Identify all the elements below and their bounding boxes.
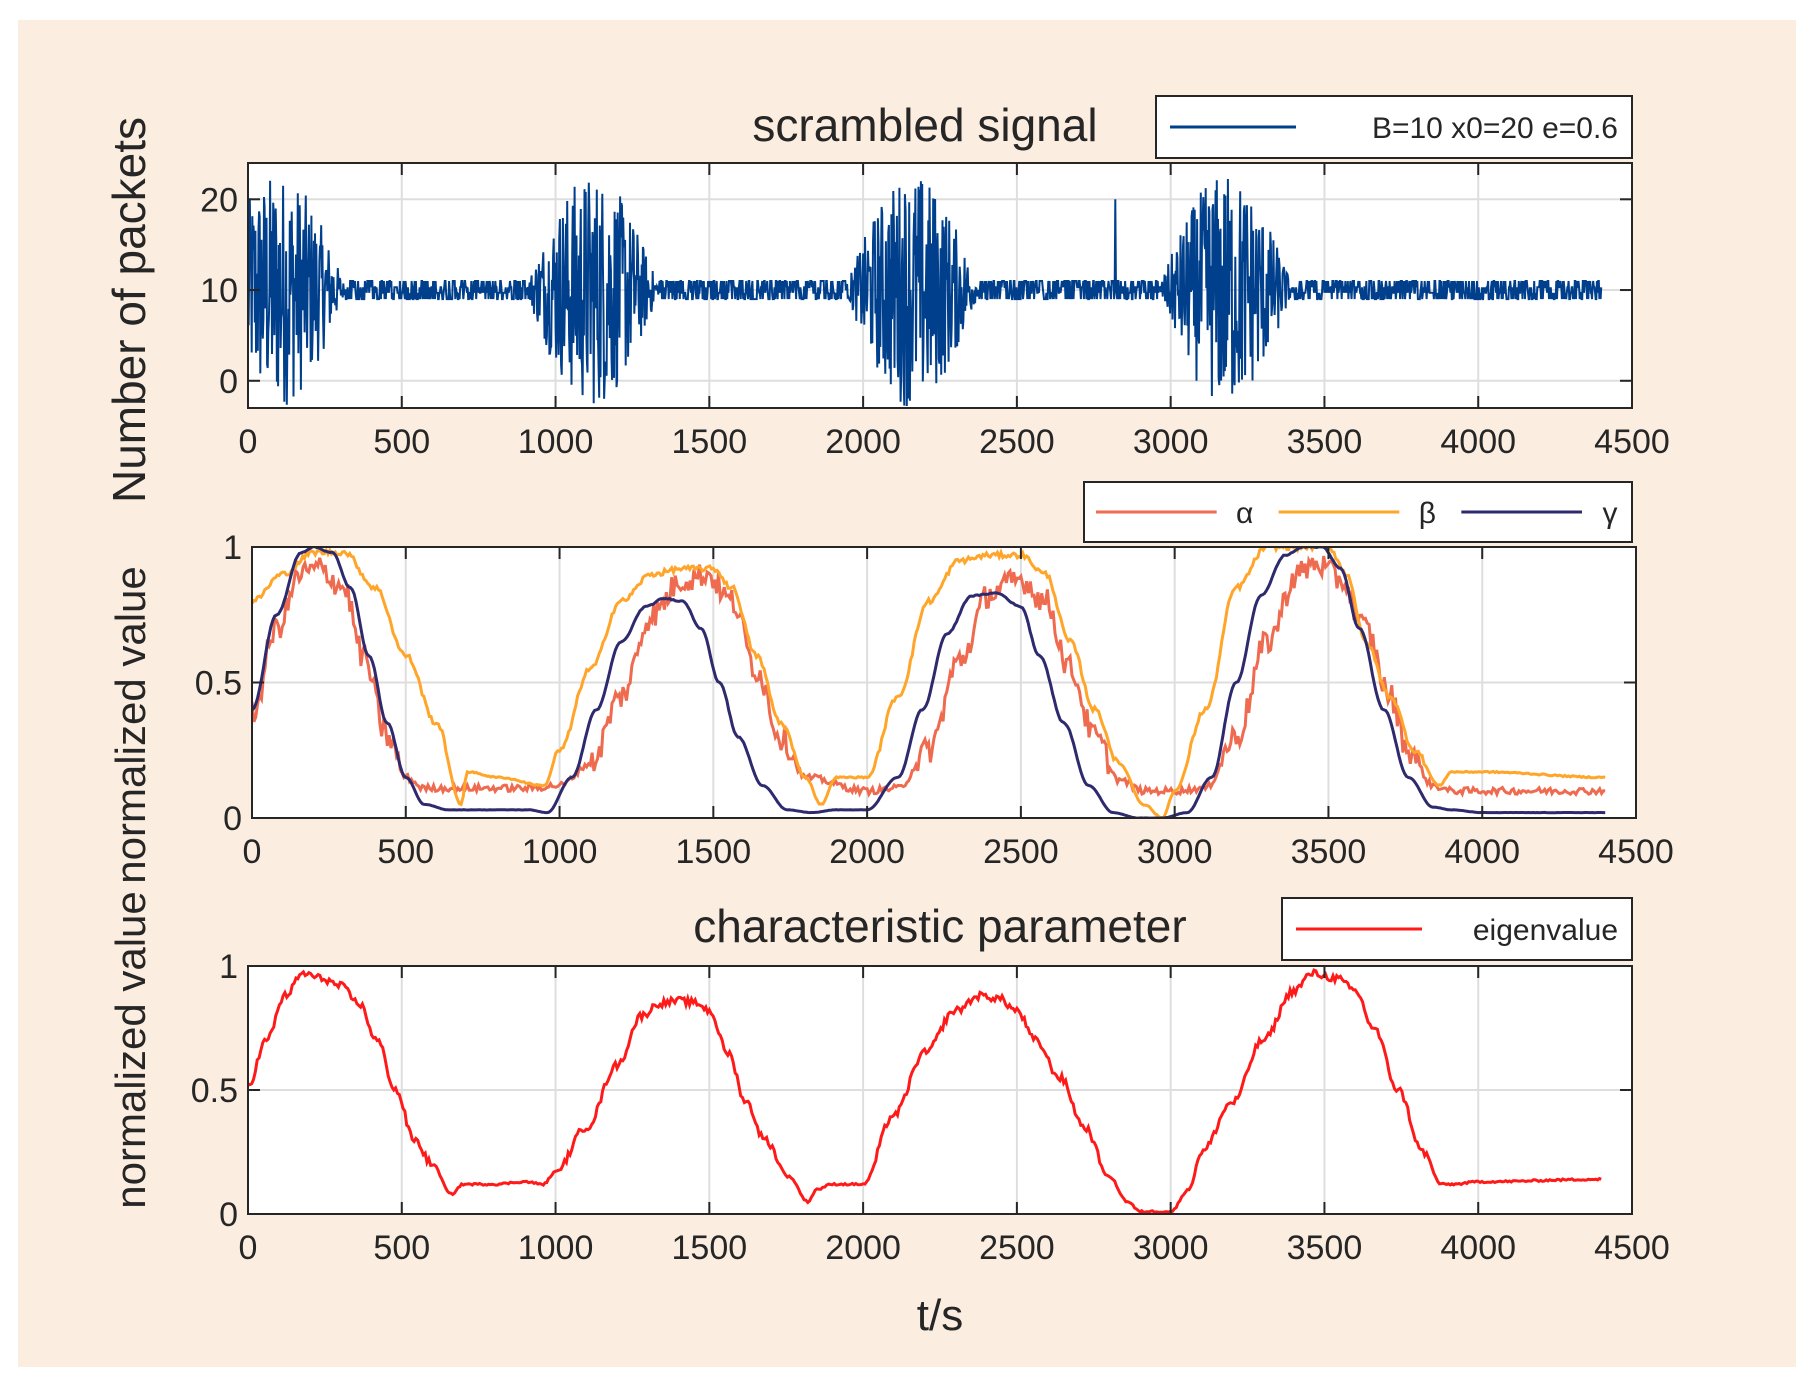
y-tick-label: 20 [200,181,238,219]
x-tick-label: 4500 [1594,423,1670,461]
axes-2: 0 500 1000 1500 2000 2500 3000 3500 4000 4500 0 0.5… [195,481,1674,871]
x-tick-label: 4000 [1440,423,1516,461]
x-tick-label: 2000 [825,423,901,461]
x-tick-label: 1500 [672,1229,748,1267]
x-tick-label: 0 [243,833,262,871]
x-tick-label: 4000 [1440,1229,1516,1267]
axes-1: 0 500 1000 1500 2000 2500 3000 3500 4000 4500 0 10 2… [200,95,1670,461]
x-tick-label: 1000 [522,833,598,871]
x-tick-label: 2500 [979,423,1055,461]
x-tick-label: 500 [373,423,430,461]
y-axis-label-top: Number of packets [103,117,155,503]
x-tick-label: 2000 [829,833,905,871]
y-tick-label: 1 [223,529,242,567]
x-tick-label: 1000 [518,1229,594,1267]
y-tick-label: 0.5 [191,1072,238,1110]
x-tick-label: 4500 [1598,833,1674,871]
chart-title: scrambled signal [752,99,1097,151]
legend-label: α [1236,497,1253,530]
y-axis-label-middle: normalized value [107,566,154,884]
x-tick-label: 500 [373,1229,430,1267]
x-axis-label: t/s [917,1291,963,1340]
series-group [248,968,1602,1214]
x-tick-label: 1000 [518,423,594,461]
x-tick-label: 2500 [983,833,1059,871]
x-tick-label: 3000 [1133,1229,1209,1267]
axes-root: 0 500 1000 1500 2000 2500 3000 3500 4000 45000102… [107,95,1674,1267]
y-axis-label-bottom: normalized value [107,891,154,1209]
legend: α β γ [1083,481,1633,543]
legend-label: β [1419,497,1436,530]
series-line-1 [252,554,1606,799]
chart-title: characteristic parameter [693,900,1186,952]
series-line-2 [252,547,1606,818]
x-tick-label: 4500 [1594,1229,1670,1267]
y-tick-label: 1 [219,948,238,986]
series-line-1 [248,968,1602,1214]
x-tick-label: 3000 [1137,833,1213,871]
x-tick-label: 2000 [825,1229,901,1267]
x-tick-label: 3000 [1133,423,1209,461]
x-tick-label: 2500 [979,1229,1055,1267]
x-tick-label: 4000 [1444,833,1520,871]
y-tick-label: 10 [200,272,238,310]
axes-frame [247,162,1633,409]
x-tick-label: 0 [239,1229,258,1267]
x-tick-label: 3500 [1287,423,1363,461]
legend-label: γ [1603,497,1618,530]
x-tick-label: 1500 [672,423,748,461]
x-tick-label: 500 [377,833,434,871]
series-line-scrambled-signal [248,178,1603,407]
legend-label: B=10 x0=20 e=0.6 [1372,112,1618,145]
x-tick-label: 1500 [676,833,752,871]
x-tick-label: 0 [239,423,258,461]
y-tick-label: 0 [219,1196,238,1234]
y-tick-label: 0 [223,800,242,838]
y-tick-label: 0 [219,363,238,401]
series-line-3 [252,547,1606,818]
series-group [248,178,1603,407]
legend: eigenvalue [1281,897,1633,961]
legend-label: eigenvalue [1473,914,1618,947]
legend: B=10 x0=20 e=0.6 [1155,95,1633,159]
y-tick-label: 0.5 [195,665,242,703]
x-tick-label: 3500 [1287,1229,1363,1267]
axes-3: 0 500 1000 1500 2000 2500 3000 3500 4000 4500 0 0.5… [191,897,1670,1267]
x-tick-label: 3500 [1291,833,1367,871]
series-group [252,547,1606,818]
